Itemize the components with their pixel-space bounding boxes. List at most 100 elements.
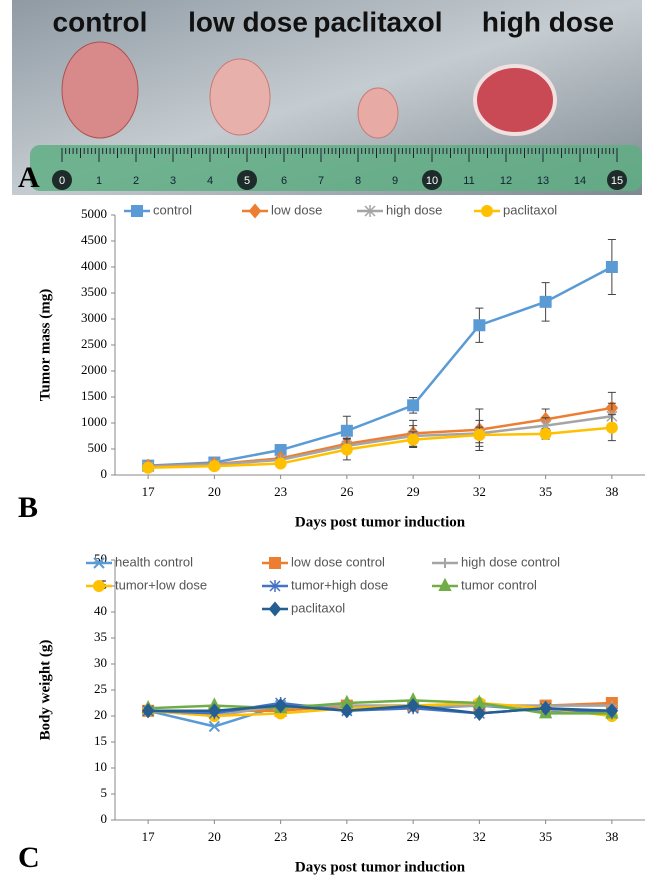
ruler-label: 13 xyxy=(537,175,549,187)
series-line xyxy=(148,704,612,715)
ruler xyxy=(30,145,642,191)
ruler-label: 2 xyxy=(133,175,139,187)
y-tick-label: 0 xyxy=(101,811,108,826)
marker xyxy=(605,421,618,434)
marker xyxy=(438,577,452,591)
legend-label: low dose control xyxy=(291,554,385,569)
y-tick-label: 25 xyxy=(94,681,107,696)
legend-label: health control xyxy=(115,554,193,569)
marker xyxy=(93,580,105,592)
tumor xyxy=(209,58,271,136)
tumor xyxy=(357,87,399,139)
tumor xyxy=(61,41,139,139)
marker xyxy=(340,443,353,456)
x-tick-label: 20 xyxy=(208,829,221,844)
x-tick-label: 23 xyxy=(274,484,287,499)
marker xyxy=(406,698,420,714)
series-line xyxy=(148,704,612,718)
marker xyxy=(407,433,420,446)
series-line xyxy=(148,265,613,467)
legend-label: high dose control xyxy=(461,554,560,569)
ruler-label: 11 xyxy=(463,175,474,187)
x-tick-label: 32 xyxy=(473,829,486,844)
panel-label: A xyxy=(18,161,40,194)
legend-label: paclitaxol xyxy=(503,202,557,217)
legend-label: high dose xyxy=(386,202,442,217)
marker xyxy=(131,205,143,217)
y-tick-label: 4500 xyxy=(81,232,107,247)
marker xyxy=(208,720,221,733)
y-tick-label: 30 xyxy=(94,655,107,670)
marker xyxy=(208,703,221,719)
ruler-label: 0 xyxy=(59,175,65,187)
marker xyxy=(364,205,376,217)
y-tick-label: 3000 xyxy=(81,310,107,325)
x-axis-title: Days post tumor induction xyxy=(295,514,466,530)
ruler-dot xyxy=(607,170,627,190)
ruler-label: 8 xyxy=(355,175,361,187)
x-axis-title: Days post tumor induction xyxy=(295,859,466,875)
y-tick-label: 5000 xyxy=(81,206,107,221)
x-tick-label: 29 xyxy=(407,829,420,844)
photo-label: control xyxy=(53,6,148,37)
ruler-label: 10 xyxy=(426,175,438,187)
legend-label: paclitaxol xyxy=(291,600,345,615)
photo-label: paclitaxol xyxy=(313,6,442,37)
marker xyxy=(539,427,552,440)
ruler-label: 6 xyxy=(281,175,287,187)
marker xyxy=(605,703,619,719)
y-tick-label: 15 xyxy=(94,733,107,748)
y-tick-label: 40 xyxy=(94,603,107,618)
marker xyxy=(141,703,155,719)
series-line xyxy=(148,415,613,468)
y-tick-label: 2500 xyxy=(81,336,107,351)
marker xyxy=(269,580,281,592)
photo-label: high dose xyxy=(482,6,614,37)
marker xyxy=(268,601,282,617)
series-line xyxy=(148,426,612,469)
legend-label: tumor+low dose xyxy=(115,577,207,592)
marker xyxy=(407,399,420,412)
legend-label: low dose xyxy=(271,202,322,217)
ruler-label: 7 xyxy=(318,175,324,187)
ruler-dot xyxy=(237,170,257,190)
marker xyxy=(473,428,486,441)
marker xyxy=(142,461,155,474)
ruler-dot xyxy=(422,170,442,190)
marker xyxy=(539,295,552,308)
marker xyxy=(473,705,486,721)
legend-label: tumor control xyxy=(461,577,537,592)
x-tick-label: 35 xyxy=(539,829,552,844)
ruler-label: 5 xyxy=(244,175,250,187)
y-axis-title: Body weight (g) xyxy=(37,640,53,741)
marker xyxy=(274,457,287,470)
marker xyxy=(248,203,262,219)
x-tick-label: 26 xyxy=(340,829,354,844)
marker xyxy=(274,698,287,714)
marker xyxy=(440,558,450,568)
x-tick-label: 17 xyxy=(142,829,156,844)
marker xyxy=(340,703,354,719)
ruler-label: 9 xyxy=(392,175,398,187)
y-tick-label: 3500 xyxy=(81,284,107,299)
y-tick-label: 1000 xyxy=(81,414,107,429)
y-tick-label: 0 xyxy=(101,466,108,481)
marker xyxy=(340,424,353,437)
series-line xyxy=(148,701,613,718)
ruler-label: 14 xyxy=(574,175,586,187)
x-tick-label: 20 xyxy=(208,484,221,499)
y-tick-label: 1500 xyxy=(81,388,107,403)
ruler-label: 12 xyxy=(500,175,512,187)
y-tick-label: 4000 xyxy=(81,258,107,273)
x-tick-label: 26 xyxy=(340,484,354,499)
panel-label: C xyxy=(18,841,40,874)
x-tick-label: 32 xyxy=(473,484,486,499)
ruler-dot xyxy=(52,170,72,190)
x-tick-label: 38 xyxy=(605,484,618,499)
x-tick-label: 35 xyxy=(539,484,552,499)
y-tick-label: 20 xyxy=(94,707,107,722)
tumor xyxy=(473,64,557,136)
y-tick-label: 10 xyxy=(94,759,107,774)
y-tick-label: 500 xyxy=(88,440,108,455)
